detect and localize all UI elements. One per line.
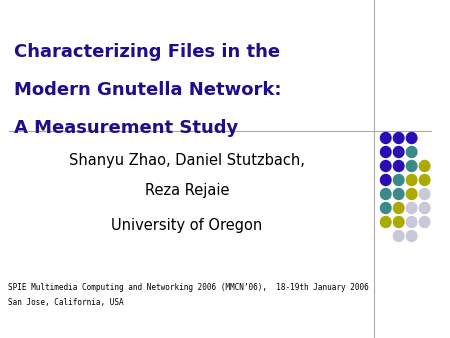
Circle shape xyxy=(380,189,391,199)
Circle shape xyxy=(380,161,391,171)
Circle shape xyxy=(380,146,391,158)
Circle shape xyxy=(406,202,417,214)
Circle shape xyxy=(406,189,417,199)
Text: A Measurement Study: A Measurement Study xyxy=(14,119,238,137)
Circle shape xyxy=(380,202,391,214)
Circle shape xyxy=(406,146,417,158)
Circle shape xyxy=(380,132,391,144)
Circle shape xyxy=(419,189,430,199)
Circle shape xyxy=(393,202,404,214)
Text: Modern Gnutella Network:: Modern Gnutella Network: xyxy=(14,81,282,99)
Circle shape xyxy=(380,217,391,227)
Circle shape xyxy=(419,174,430,186)
Circle shape xyxy=(406,231,417,241)
Text: Reza Rejaie: Reza Rejaie xyxy=(145,183,230,198)
Circle shape xyxy=(393,132,404,144)
Circle shape xyxy=(406,132,417,144)
Text: Characterizing Files in the: Characterizing Files in the xyxy=(14,43,280,61)
Text: SPIE Multimedia Computing and Networking 2006 (MMCN’06),  18-19th January 2006: SPIE Multimedia Computing and Networking… xyxy=(8,283,369,292)
Circle shape xyxy=(380,174,391,186)
Circle shape xyxy=(419,161,430,171)
Circle shape xyxy=(406,217,417,227)
Circle shape xyxy=(419,217,430,227)
Circle shape xyxy=(393,189,404,199)
Circle shape xyxy=(419,202,430,214)
Circle shape xyxy=(393,146,404,158)
Circle shape xyxy=(393,174,404,186)
Circle shape xyxy=(406,161,417,171)
Text: Shanyu Zhao, Daniel Stutzbach,: Shanyu Zhao, Daniel Stutzbach, xyxy=(69,153,305,168)
Circle shape xyxy=(393,231,404,241)
Circle shape xyxy=(406,174,417,186)
Circle shape xyxy=(393,217,404,227)
Text: University of Oregon: University of Oregon xyxy=(112,218,263,233)
Text: San Jose, California, USA: San Jose, California, USA xyxy=(8,298,123,307)
Circle shape xyxy=(393,161,404,171)
